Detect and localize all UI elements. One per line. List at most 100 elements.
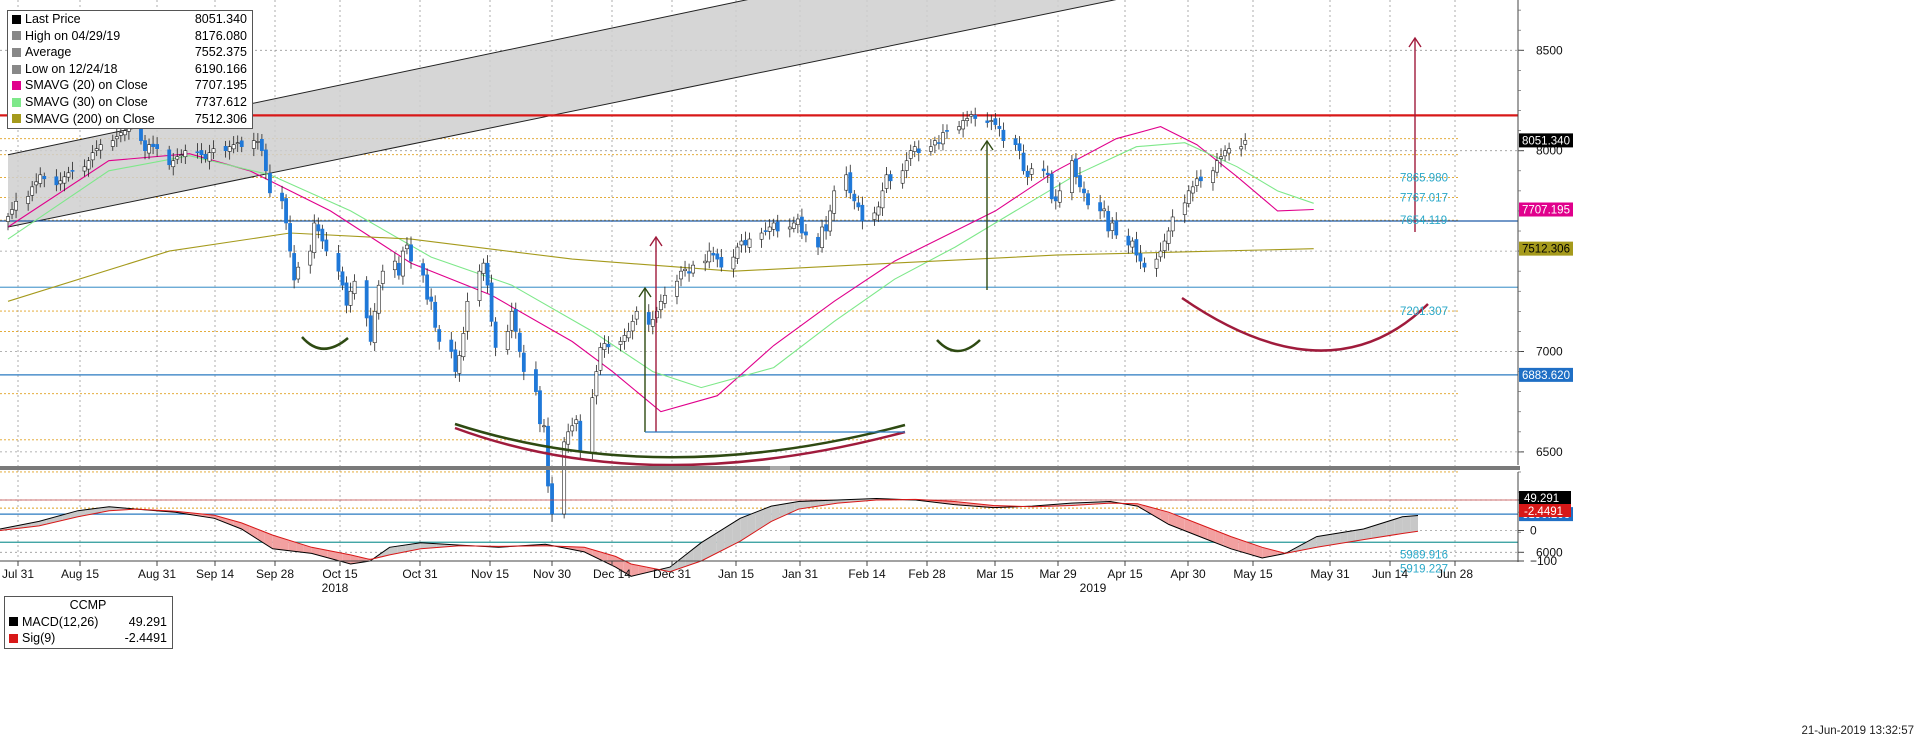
candle-body [747,238,752,248]
time-axis-tick-label: Dec 31 [653,567,691,581]
candle-body [574,419,579,424]
candle [703,254,708,272]
macd-histogram-fill [701,537,709,561]
candle [288,215,293,258]
candle [316,217,321,239]
macd-histogram-fill [1410,515,1418,533]
macd-histogram-fill [638,565,647,575]
candle-body [550,483,554,515]
candle-body [94,148,99,151]
candle [409,236,413,269]
macd-histogram-fill [77,509,86,517]
candle [538,385,542,433]
candle [1223,145,1227,162]
candle-body [852,193,857,202]
candle [941,124,945,151]
candle [239,136,244,153]
candle-body [763,230,768,232]
candle [457,350,462,382]
candle [284,194,288,230]
candle-body [409,244,413,262]
candle [1025,165,1030,186]
candle [1243,133,1248,150]
candle-body [787,226,792,230]
candle [227,140,232,160]
candle [1057,182,1062,208]
candle-body [199,150,204,156]
candle [110,134,115,151]
macd-histogram-fill [568,546,577,551]
legend-macd-line: MACD(12,26) 49.291 [9,614,167,631]
candle-body [973,114,978,119]
candle [832,185,837,222]
candle-body [731,256,736,270]
macd-histogram-fill [381,547,390,557]
candle [1126,228,1131,254]
legend-last-price: Last Price 8051.340 [12,11,247,28]
candle-body [493,321,498,348]
candle [179,149,184,164]
candle [618,336,623,351]
candle [993,112,998,130]
candle [151,135,155,154]
candle-body [650,319,655,327]
time-axis-tick-label: Feb 14 [848,567,886,581]
candle-body [993,118,998,125]
price-value-tag: 8051.340 [1519,133,1573,148]
candle [364,276,369,327]
candle-body [227,146,232,152]
macd-value-tag-bg [1519,491,1571,504]
candle-body [888,174,893,182]
candle-body [824,224,828,232]
price-value-tag-text: 7512.306 [1522,244,1570,256]
candle [259,134,264,157]
candle [534,361,538,396]
macd-histogram-fill [1316,535,1325,548]
candle-body [795,218,800,225]
candle [594,364,599,405]
legend-swatch-icon [12,64,21,74]
macd-histogram-fill [747,512,756,537]
price-value-tag-text: 8051.340 [1522,135,1570,147]
time-axis-tick-label: Oct 31 [402,567,438,581]
legend-smavg-200: SMAVG (200) on Close 7512.306 [12,111,247,128]
macd-value-tag: 49.291 [1519,491,1571,505]
candle [570,417,575,437]
candle-body [392,260,397,271]
candle [800,208,804,239]
time-axis-tick-label: Nov 30 [533,567,571,581]
macd-axis-tick-label: −100 [1530,554,1557,568]
candle-body [461,333,466,358]
candle [397,256,401,280]
candle-body [66,172,71,178]
candle-body [259,139,264,152]
candle [1158,242,1163,262]
candle-body [505,331,510,351]
candle [1166,227,1171,251]
macd-histogram-fill [1246,541,1255,556]
candle [1194,170,1199,192]
candle [437,324,442,350]
price-value-tag-bg [1519,133,1573,148]
candle [521,344,526,381]
candle-body [884,174,889,189]
candle-body [179,154,184,157]
fib-value-label: 7654.119 [1400,215,1447,227]
candle [453,341,458,379]
candle-body [703,260,708,264]
macd-histogram-fill [1386,519,1395,536]
macd-histogram-fill [1262,547,1270,558]
macd-histogram-fill [685,548,694,567]
macd-histogram-fill [1238,539,1247,554]
candle-body [481,262,486,274]
candle-body [376,284,381,314]
candle-body [364,280,369,319]
candle-body [485,262,490,286]
macd-histogram-fill [779,503,787,518]
legend-average: Average 7552.375 [12,44,247,61]
time-axis-tick-label: Dec 14 [593,567,631,581]
candle [465,292,470,340]
candle [42,172,47,188]
macd-histogram-fill [412,542,421,551]
candle [848,164,853,199]
